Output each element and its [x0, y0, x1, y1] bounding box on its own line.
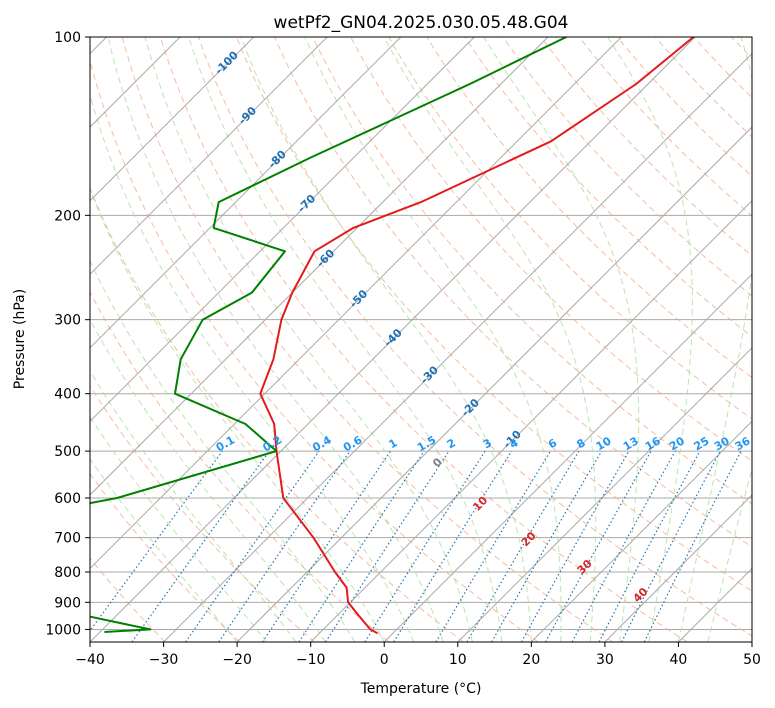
pressure-gridlines [90, 37, 752, 630]
moist-adiabat-line [144, 37, 473, 642]
skewed-isotherms [90, 37, 752, 642]
dry-adiabat-line [159, 37, 688, 642]
plot-area [90, 37, 752, 642]
x-tick-label: 10 [449, 652, 467, 668]
x-tick-label: 40 [670, 652, 688, 668]
dry-adiabat-line [502, 37, 752, 297]
dry-adiabat-line [274, 37, 752, 548]
y-tick-label: 100 [54, 30, 81, 46]
isotherm-line [90, 37, 402, 349]
mixing-ratio-line [545, 450, 652, 642]
isotherm-line [90, 37, 475, 423]
y-tick-label: 1000 [45, 622, 81, 638]
mixing-ratio-line [520, 450, 630, 642]
moist-adiabat-line [90, 188, 385, 642]
temperature-trace [259, 37, 695, 635]
y-tick-label: 300 [54, 313, 81, 329]
moist-adiabat-line [90, 259, 356, 642]
sounding-traces [90, 37, 695, 635]
x-tick-label: −20 [222, 652, 252, 668]
isotherm-line [90, 37, 328, 275]
moist-adiabats [90, 37, 752, 642]
isotherm-line [530, 420, 752, 642]
x-tick-label: 0 [380, 652, 389, 668]
mixing-ratio-line [364, 450, 486, 642]
moist-adiabat-line [383, 37, 597, 642]
dry-adiabat-line [312, 37, 752, 505]
x-tick-label: −40 [75, 652, 105, 668]
x-tick-label: −10 [296, 652, 326, 668]
dry-adiabat-line [464, 37, 752, 338]
moist-adiabat-line [707, 467, 752, 642]
x-tick-label: 20 [522, 652, 540, 668]
y-tick-label: 900 [54, 595, 81, 611]
moist-adiabat-line [607, 37, 693, 642]
y-tick-label: 400 [54, 387, 81, 403]
y-tick-label: 200 [54, 208, 81, 224]
mixing-ratio-line [466, 450, 580, 642]
mixing-ratio-line [131, 450, 270, 642]
dry-adiabat-line [388, 37, 752, 420]
isotherm-line [163, 52, 752, 642]
moist-adiabat-line [240, 37, 532, 642]
isotherm-line [457, 347, 752, 642]
isotherm-line [310, 199, 752, 642]
moist-adiabat-line [107, 37, 444, 642]
x-tick-label: −30 [149, 652, 179, 668]
mixing-ratio-line [393, 450, 513, 642]
x-axis-ticks: −40 −30 −20 −10 0 10 20 30 40 50 [75, 642, 761, 668]
moist-adiabat-line [677, 37, 752, 642]
mixing-ratio-line [571, 450, 676, 642]
y-tick-label: 800 [54, 565, 81, 581]
isotherm-line [90, 37, 622, 570]
isotherm-line [383, 273, 752, 642]
moist-adiabat-line [90, 93, 415, 642]
isotherm-line [90, 37, 549, 496]
dry-adiabat-line [616, 37, 752, 177]
mixing-ratio-line [185, 450, 320, 642]
moist-adiabat-line [90, 415, 267, 642]
isotherm-line [90, 37, 255, 202]
dry-adiabat-line [90, 291, 390, 642]
mixing-ratio-line [491, 450, 603, 642]
dry-adiabat-line [350, 37, 752, 462]
plot-frame [89, 36, 753, 643]
mixing-ratio-line [325, 450, 450, 642]
y-axis-title: Pressure (hPa) [12, 289, 28, 389]
dry-adiabat-line [197, 37, 752, 637]
dry-adiabat-line [121, 37, 613, 642]
isotherm-line [236, 126, 752, 642]
dry-adiabat-line [90, 58, 539, 642]
dewpoint-trace [90, 37, 567, 633]
dry-adiabat-line [90, 384, 315, 642]
y-tick-label: 600 [54, 491, 81, 507]
x-tick-label: 50 [743, 652, 761, 668]
dry-adiabat-line [236, 37, 752, 592]
dry-adiabat-line [90, 186, 464, 642]
chart-title: wetPf2_GN04.2025.030.05.48.G04 [274, 13, 569, 33]
dry-adiabat-line [426, 37, 752, 379]
mixing-ratio-lines [90, 450, 742, 642]
moist-adiabat-line [90, 369, 297, 642]
y-tick-label: 700 [54, 531, 81, 547]
y-axis-ticks: 1000 900 800 700 600 500 400 300 200 100 [45, 30, 90, 638]
mixing-ratio-line [218, 450, 351, 642]
y-tick-label: 500 [54, 444, 81, 460]
x-axis-title: Temperature (°C) [360, 681, 482, 697]
moist-adiabat-line [188, 37, 503, 642]
isotherm-line [604, 494, 752, 642]
moist-adiabat-line [483, 37, 640, 642]
isotherm-line [90, 37, 696, 642]
moist-adiabat-line [304, 37, 562, 642]
x-tick-label: 30 [596, 652, 614, 668]
mixing-ratio-line [435, 450, 552, 642]
dry-adiabats [90, 37, 752, 642]
moist-adiabat-line [90, 457, 238, 642]
